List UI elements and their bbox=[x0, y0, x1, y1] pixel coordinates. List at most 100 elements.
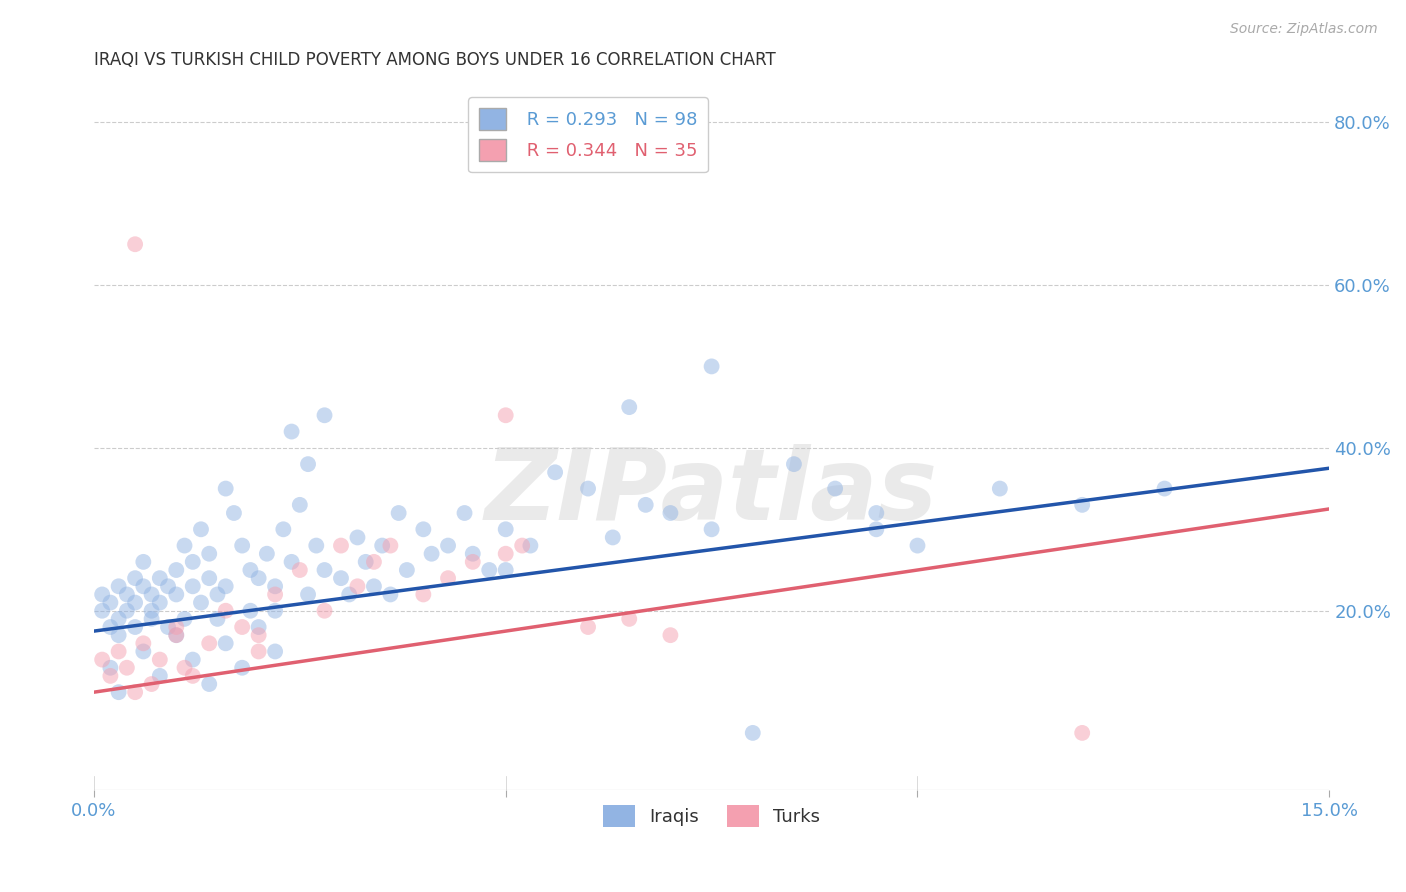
Point bbox=[907, 539, 929, 553]
Point bbox=[215, 482, 238, 496]
Point bbox=[363, 555, 385, 569]
Point bbox=[1071, 726, 1094, 740]
Point bbox=[132, 636, 155, 650]
Point bbox=[239, 563, 262, 577]
Point bbox=[783, 457, 806, 471]
Point bbox=[207, 587, 229, 601]
Point bbox=[107, 628, 129, 642]
Point bbox=[256, 547, 278, 561]
Point bbox=[576, 620, 599, 634]
Point bbox=[247, 620, 270, 634]
Point bbox=[132, 644, 155, 658]
Point bbox=[115, 604, 138, 618]
Point bbox=[865, 506, 887, 520]
Point bbox=[247, 628, 270, 642]
Point bbox=[619, 400, 641, 414]
Point bbox=[602, 531, 624, 545]
Point bbox=[380, 539, 402, 553]
Point bbox=[288, 498, 311, 512]
Point bbox=[198, 636, 221, 650]
Text: IRAQI VS TURKISH CHILD POVERTY AMONG BOYS UNDER 16 CORRELATION CHART: IRAQI VS TURKISH CHILD POVERTY AMONG BOY… bbox=[94, 51, 776, 69]
Point bbox=[247, 644, 270, 658]
Point bbox=[619, 612, 641, 626]
Point bbox=[700, 522, 723, 536]
Point bbox=[165, 587, 187, 601]
Point bbox=[115, 587, 138, 601]
Point bbox=[453, 506, 475, 520]
Point bbox=[149, 652, 172, 666]
Point bbox=[634, 498, 657, 512]
Point bbox=[107, 612, 129, 626]
Point bbox=[181, 669, 204, 683]
Point bbox=[173, 539, 195, 553]
Point bbox=[247, 571, 270, 585]
Point bbox=[132, 555, 155, 569]
Point bbox=[215, 604, 238, 618]
Point bbox=[314, 409, 336, 423]
Point bbox=[305, 539, 328, 553]
Point bbox=[700, 359, 723, 374]
Point bbox=[412, 522, 434, 536]
Point bbox=[181, 555, 204, 569]
Point bbox=[107, 644, 129, 658]
Point bbox=[91, 604, 114, 618]
Point bbox=[124, 685, 146, 699]
Point bbox=[141, 604, 163, 618]
Point bbox=[115, 661, 138, 675]
Point bbox=[100, 620, 122, 634]
Point bbox=[181, 652, 204, 666]
Point bbox=[165, 628, 187, 642]
Text: Source: ZipAtlas.com: Source: ZipAtlas.com bbox=[1230, 22, 1378, 37]
Point bbox=[100, 661, 122, 675]
Point bbox=[141, 677, 163, 691]
Point bbox=[1153, 482, 1175, 496]
Point bbox=[297, 587, 319, 601]
Point bbox=[207, 612, 229, 626]
Point bbox=[198, 677, 221, 691]
Point bbox=[100, 669, 122, 683]
Point bbox=[330, 571, 353, 585]
Point bbox=[495, 547, 517, 561]
Point bbox=[354, 555, 377, 569]
Point bbox=[231, 539, 253, 553]
Point bbox=[544, 465, 567, 479]
Point bbox=[288, 563, 311, 577]
Point bbox=[478, 563, 501, 577]
Point bbox=[495, 409, 517, 423]
Point bbox=[141, 587, 163, 601]
Point bbox=[124, 571, 146, 585]
Point bbox=[363, 579, 385, 593]
Point bbox=[198, 547, 221, 561]
Point bbox=[132, 579, 155, 593]
Point bbox=[495, 522, 517, 536]
Point bbox=[314, 604, 336, 618]
Point bbox=[149, 571, 172, 585]
Point bbox=[149, 669, 172, 683]
Point bbox=[346, 579, 368, 593]
Point bbox=[346, 531, 368, 545]
Point bbox=[141, 612, 163, 626]
Point bbox=[437, 571, 460, 585]
Legend: Iraqis, Turks: Iraqis, Turks bbox=[596, 797, 828, 834]
Point bbox=[280, 555, 302, 569]
Point bbox=[198, 571, 221, 585]
Point bbox=[988, 482, 1011, 496]
Point bbox=[395, 563, 418, 577]
Point bbox=[314, 563, 336, 577]
Point bbox=[337, 587, 360, 601]
Point bbox=[865, 522, 887, 536]
Point bbox=[519, 539, 541, 553]
Point bbox=[510, 539, 533, 553]
Point bbox=[659, 506, 682, 520]
Point bbox=[264, 644, 287, 658]
Point bbox=[576, 482, 599, 496]
Point bbox=[231, 620, 253, 634]
Point bbox=[461, 555, 484, 569]
Point bbox=[157, 620, 180, 634]
Point bbox=[412, 587, 434, 601]
Point bbox=[264, 587, 287, 601]
Point bbox=[165, 563, 187, 577]
Point bbox=[107, 579, 129, 593]
Point bbox=[100, 596, 122, 610]
Point bbox=[239, 604, 262, 618]
